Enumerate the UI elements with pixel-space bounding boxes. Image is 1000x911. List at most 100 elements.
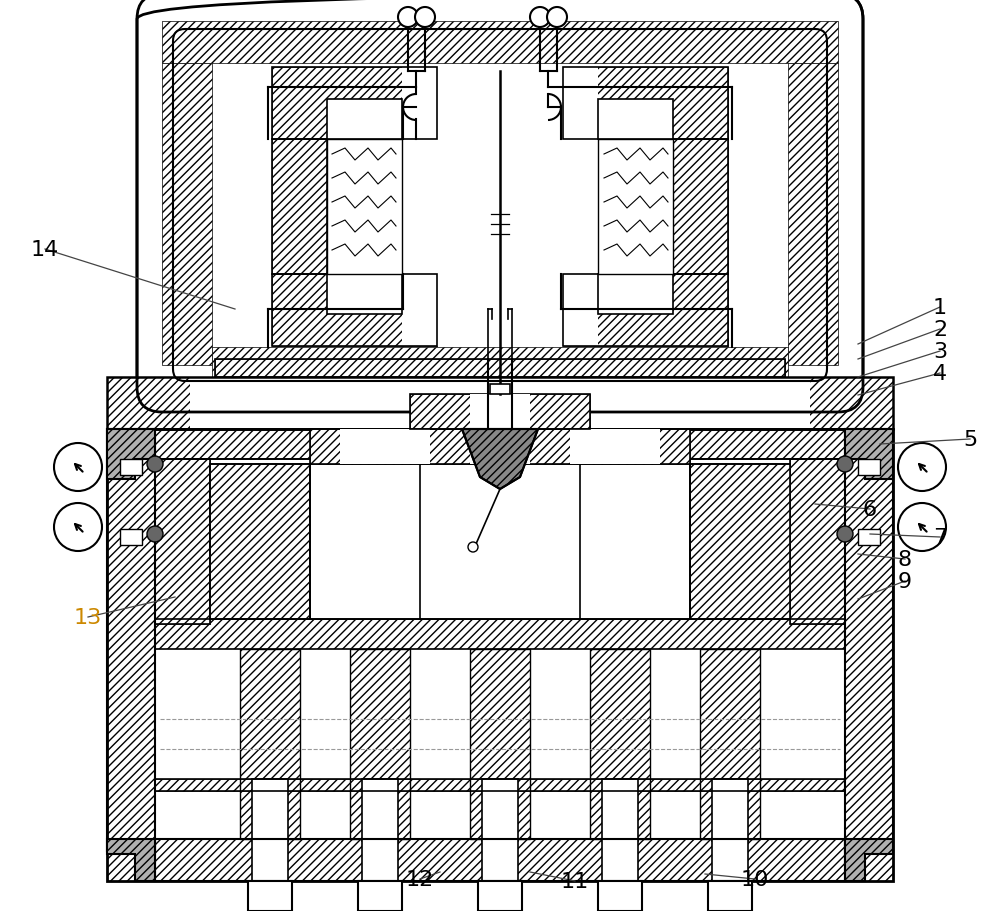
Bar [598, 881, 642, 911]
Bar [410, 394, 590, 429]
Circle shape [898, 504, 946, 551]
Bar [252, 839, 288, 881]
Text: 4: 4 [933, 363, 947, 384]
Bar [107, 429, 893, 881]
Bar [602, 779, 638, 841]
Bar [120, 459, 142, 476]
Bar [563, 275, 728, 346]
Polygon shape [107, 429, 155, 479]
Bar [570, 429, 660, 465]
Bar [327, 100, 402, 140]
FancyBboxPatch shape [137, 0, 863, 413]
Bar [210, 465, 310, 619]
Text: 14: 14 [31, 240, 59, 260]
Bar [410, 650, 470, 839]
Bar [858, 459, 880, 476]
Bar [598, 140, 673, 275]
Bar [272, 140, 327, 275]
Bar [155, 779, 845, 791]
Bar [155, 839, 845, 881]
Bar [107, 377, 893, 429]
Bar [602, 839, 638, 881]
Polygon shape [107, 839, 155, 881]
Bar [210, 465, 790, 619]
Circle shape [468, 542, 478, 552]
Bar [215, 360, 785, 377]
Bar [120, 529, 142, 546]
Bar [712, 839, 748, 881]
Circle shape [147, 456, 163, 473]
Bar [563, 68, 728, 140]
Bar [327, 275, 402, 314]
Bar [340, 429, 430, 465]
Text: 2: 2 [933, 320, 947, 340]
Bar [107, 429, 155, 851]
Bar [155, 839, 845, 881]
Bar [788, 64, 838, 365]
Bar [155, 429, 845, 630]
Bar [155, 459, 845, 624]
Bar [845, 429, 893, 851]
Bar [470, 650, 530, 839]
Bar [190, 377, 380, 429]
Bar [155, 459, 210, 624]
Bar [358, 881, 402, 911]
Bar [350, 650, 410, 839]
Bar [272, 68, 437, 140]
Circle shape [837, 456, 853, 473]
Polygon shape [845, 839, 893, 881]
Bar [107, 429, 893, 881]
Bar [155, 779, 845, 791]
Bar [490, 384, 510, 394]
Circle shape [898, 444, 946, 491]
Bar [362, 839, 398, 881]
Text: 10: 10 [741, 869, 769, 889]
Circle shape [54, 504, 102, 551]
Circle shape [415, 8, 435, 28]
Text: 8: 8 [898, 549, 912, 569]
Text: 13: 13 [74, 608, 102, 628]
Bar [563, 68, 728, 140]
Bar [845, 429, 893, 851]
Bar [380, 377, 620, 429]
Bar [590, 650, 650, 839]
Bar [620, 377, 810, 429]
Bar [155, 459, 210, 624]
Circle shape [530, 8, 550, 28]
Bar [300, 650, 350, 839]
Bar [563, 275, 728, 346]
Bar [272, 68, 437, 140]
Text: 7: 7 [933, 527, 947, 548]
Bar [690, 465, 790, 619]
Text: 11: 11 [561, 871, 589, 891]
Bar [673, 140, 728, 275]
Bar [790, 459, 845, 624]
Polygon shape [845, 429, 893, 479]
Text: 1: 1 [933, 298, 947, 318]
Circle shape [398, 8, 418, 28]
Circle shape [54, 444, 102, 491]
Bar [155, 619, 845, 650]
Bar [162, 64, 212, 365]
Bar [402, 68, 598, 346]
Bar [700, 650, 760, 839]
Bar [240, 650, 300, 839]
Bar [482, 779, 518, 841]
Bar [210, 465, 310, 619]
Bar [470, 650, 530, 839]
Bar [310, 429, 690, 465]
Bar [155, 429, 845, 459]
Text: 5: 5 [963, 429, 977, 449]
Text: 9: 9 [898, 571, 912, 591]
Bar [482, 839, 518, 881]
Bar [673, 140, 728, 275]
Bar [155, 619, 845, 650]
Bar [155, 650, 845, 881]
Bar [327, 140, 402, 275]
Bar [248, 881, 292, 911]
Bar [650, 650, 700, 839]
Circle shape [547, 8, 567, 28]
Bar [858, 529, 880, 546]
Bar [598, 100, 673, 140]
Circle shape [147, 527, 163, 542]
